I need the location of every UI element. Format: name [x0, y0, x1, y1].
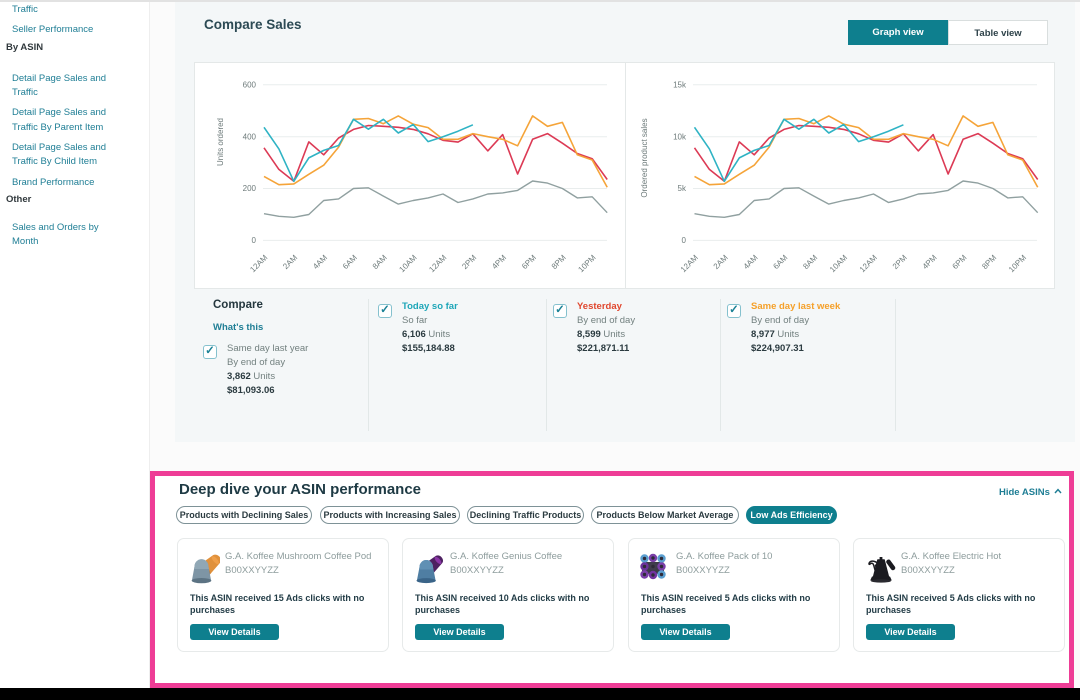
- svg-text:10k: 10k: [673, 132, 687, 141]
- svg-text:12AM: 12AM: [858, 253, 879, 274]
- svg-text:400: 400: [243, 132, 257, 141]
- svg-text:6AM: 6AM: [771, 253, 789, 271]
- svg-text:4AM: 4AM: [311, 253, 329, 271]
- svg-text:12AM: 12AM: [679, 253, 700, 274]
- svg-text:600: 600: [243, 81, 257, 90]
- svg-text:8PM: 8PM: [980, 253, 998, 271]
- svg-text:200: 200: [243, 184, 257, 193]
- svg-text:2PM: 2PM: [891, 253, 909, 271]
- svg-text:12AM: 12AM: [248, 253, 269, 274]
- svg-text:6PM: 6PM: [951, 253, 969, 271]
- svg-text:2PM: 2PM: [460, 253, 478, 271]
- svg-text:Ordered product sales: Ordered product sales: [640, 118, 649, 197]
- svg-text:4PM: 4PM: [490, 253, 508, 271]
- svg-text:6PM: 6PM: [520, 253, 538, 271]
- svg-text:5k: 5k: [678, 184, 687, 193]
- svg-text:10PM: 10PM: [576, 253, 597, 274]
- svg-text:15k: 15k: [673, 81, 687, 90]
- svg-text:2AM: 2AM: [281, 253, 299, 271]
- svg-text:0: 0: [682, 236, 687, 245]
- svg-text:4PM: 4PM: [921, 253, 939, 271]
- svg-text:6AM: 6AM: [341, 253, 359, 271]
- svg-text:4AM: 4AM: [742, 253, 760, 271]
- svg-text:8PM: 8PM: [550, 253, 568, 271]
- svg-text:8AM: 8AM: [801, 253, 819, 271]
- svg-text:12AM: 12AM: [427, 253, 448, 274]
- svg-text:10PM: 10PM: [1007, 253, 1028, 274]
- svg-text:10AM: 10AM: [828, 253, 849, 274]
- svg-text:10AM: 10AM: [397, 253, 418, 274]
- svg-text:Units ordered: Units ordered: [216, 118, 225, 166]
- svg-text:2AM: 2AM: [712, 253, 730, 271]
- svg-text:8AM: 8AM: [371, 253, 389, 271]
- svg-text:0: 0: [252, 236, 257, 245]
